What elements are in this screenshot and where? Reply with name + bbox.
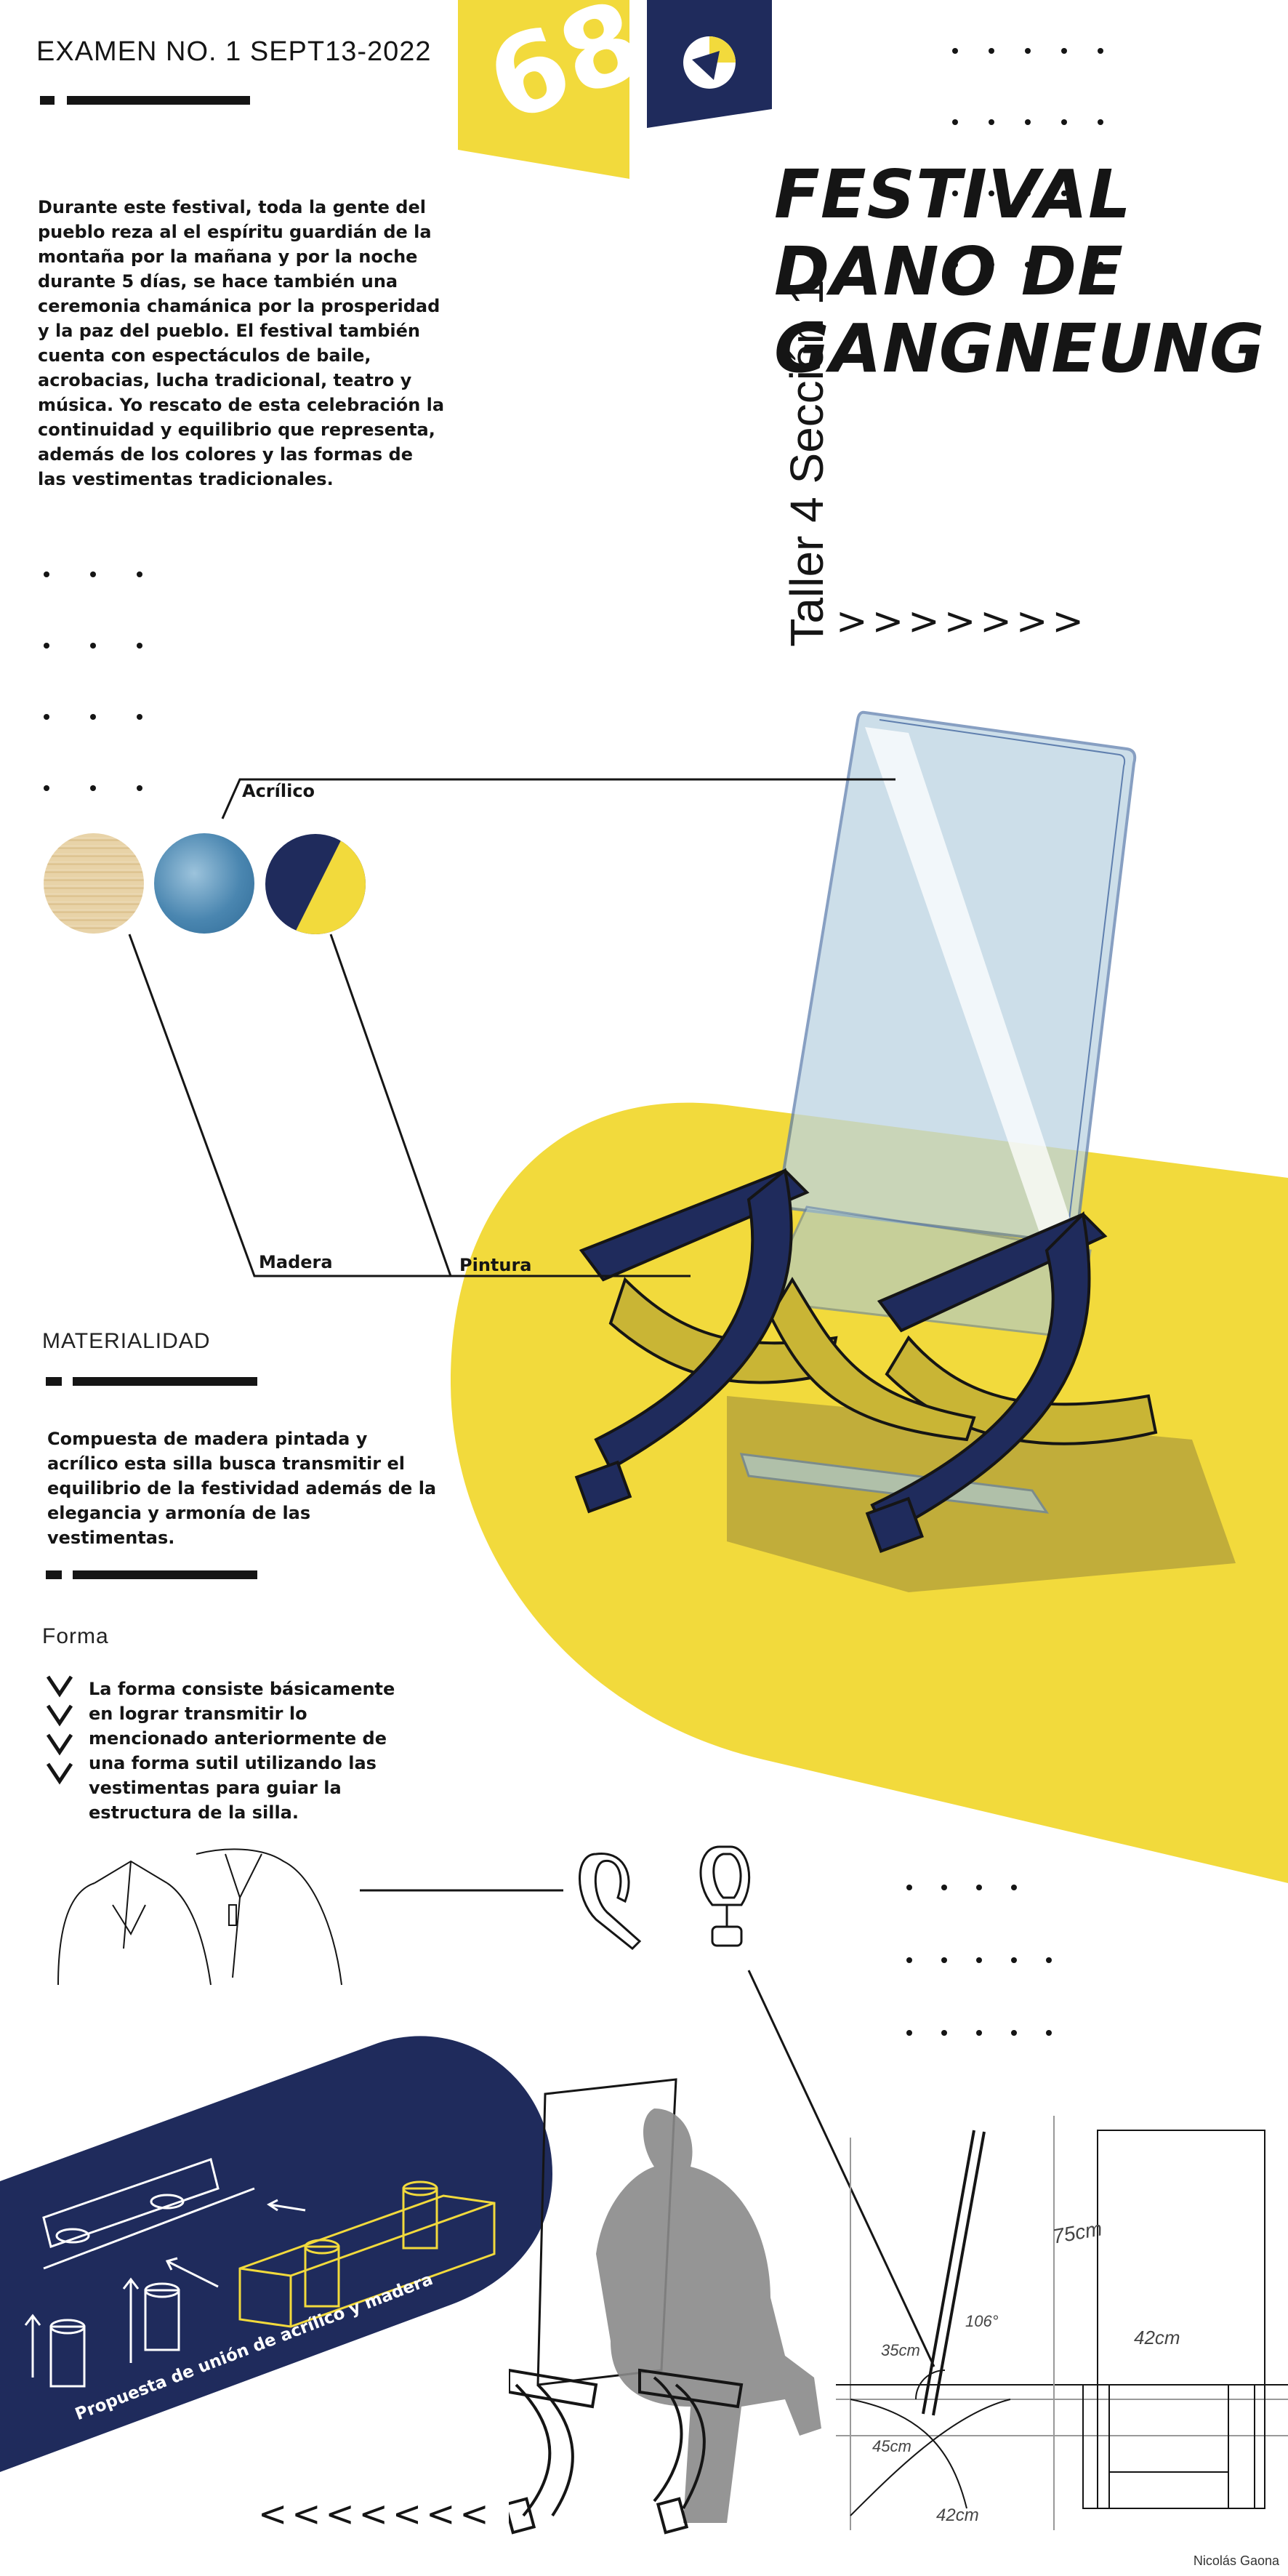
label-acrilico: Acrílico	[242, 781, 315, 801]
intro-paragraph: Durante este festival, toda la gente del…	[38, 197, 445, 489]
arrows-left: <<<<<<<	[258, 2494, 494, 2535]
title-line-1: FESTIVAL	[774, 156, 1132, 233]
garment-sketch	[57, 1848, 342, 1986]
title-line-3: GANGNEUNG	[774, 310, 1265, 388]
swatch-blue-texture	[154, 833, 254, 934]
dot-grid-bottom-right	[906, 1885, 1052, 2036]
yellow-flag-badge	[458, 0, 629, 179]
materialidad-paragraph: Compuesta de madera pintada y acrílico e…	[47, 1429, 437, 1548]
label-madera: Madera	[259, 1252, 333, 1272]
forma-heading: Forma	[42, 1624, 109, 1648]
exam-underline-dot	[40, 96, 55, 105]
swatch-navy-yellow	[265, 834, 366, 934]
dot-grid-top-right	[952, 48, 1103, 268]
dim-base-depth: 42cm	[936, 2505, 979, 2525]
materialidad-bar	[73, 1377, 257, 1386]
arrows-right: >>>>>>>	[836, 600, 1088, 643]
dim-angle: 106°	[965, 2312, 999, 2330]
swatch-wood	[44, 833, 144, 934]
connector-line	[360, 1889, 563, 1892]
dot-grid-left	[44, 571, 142, 791]
forma-paragraph: La forma consiste básicamente en lograr …	[89, 1679, 395, 1823]
loop-sketches	[579, 1845, 751, 1951]
materialidad-heading: MATERIALIDAD	[42, 1329, 211, 1353]
dim-width: 42cm	[1134, 2327, 1180, 2348]
dim-seat-depth: 35cm	[881, 2341, 920, 2359]
author-credit: Nicolás Gaona	[1193, 2553, 1279, 2568]
title-line-2: DANO DE	[774, 233, 1124, 310]
chair-render	[574, 710, 1158, 1554]
section-divider	[73, 1570, 257, 1579]
page-title: FESTIVAL DANO DE GANGNEUNG	[774, 156, 1265, 388]
dim-seat-height: 45cm	[872, 2437, 911, 2455]
union-panel	[0, 2036, 552, 2472]
section-divider-dot	[46, 1570, 62, 1579]
materialidad-bar-dot	[46, 1377, 62, 1386]
seated-figure-sketch	[509, 2078, 821, 2535]
technical-sketch	[836, 2116, 1288, 2530]
exam-label: EXAMEN NO. 1 SEPT13-2022	[36, 36, 432, 67]
navy-flag-badge	[647, 0, 772, 128]
chevron-list-icons	[46, 1675, 73, 1785]
exam-underline	[67, 96, 250, 105]
label-pintura: Pintura	[459, 1255, 532, 1275]
